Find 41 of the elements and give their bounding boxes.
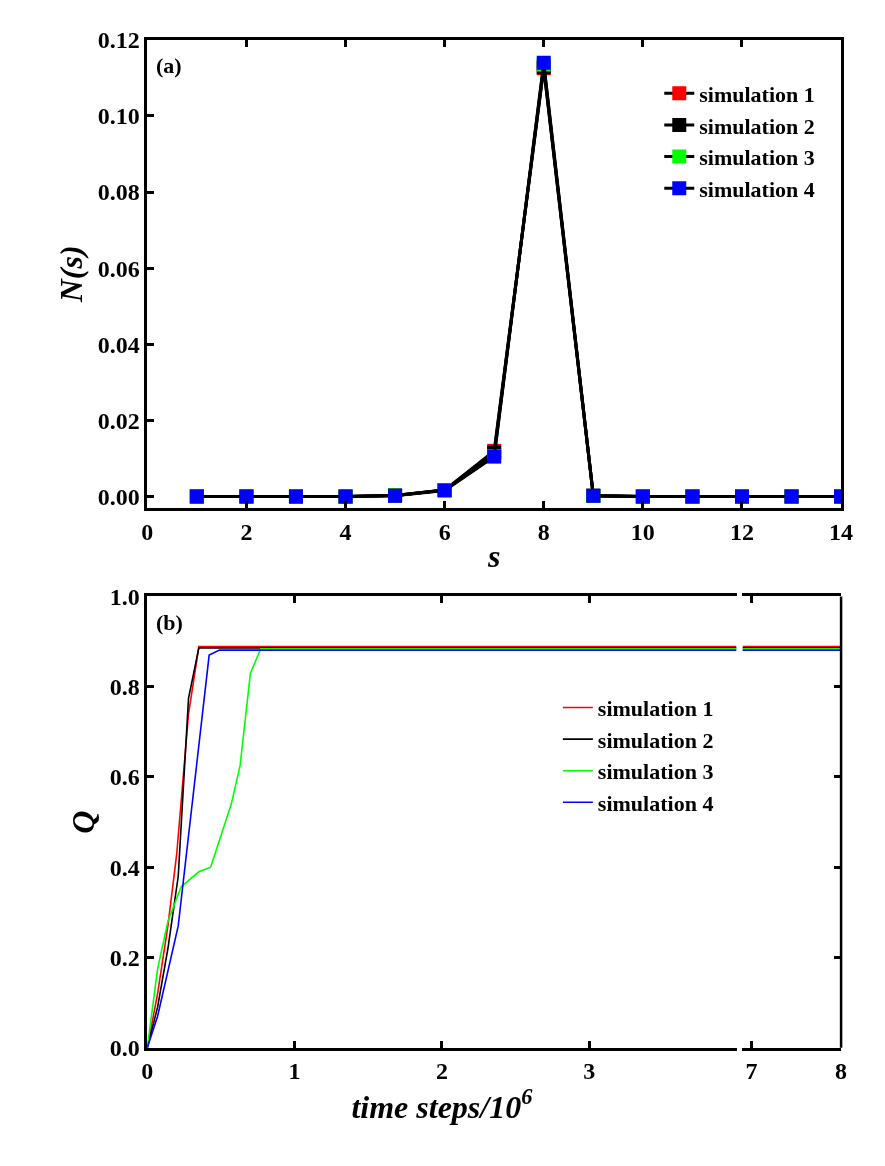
- x-tick-label: 0: [141, 1058, 154, 1085]
- annotation: (a): [156, 53, 182, 78]
- y-tick-label: 0.12: [97, 27, 140, 54]
- x-tick-label: 6: [438, 518, 451, 545]
- x-tick-label: 7: [745, 1058, 758, 1085]
- y-tick-label: 0.08: [97, 179, 140, 206]
- legend-label: simulation 2: [597, 727, 714, 753]
- legend-label: simulation 3: [699, 145, 815, 171]
- legend-label: simulation 1: [699, 81, 815, 107]
- x-tick-label: 8: [835, 1058, 848, 1085]
- legend-label: simulation 4: [597, 790, 714, 816]
- y-tick-label: 1.0: [109, 583, 140, 610]
- x-tick-label: 3: [583, 1058, 596, 1085]
- y-axis-title: N(s): [53, 245, 90, 304]
- y-tick-label: 0.0: [109, 1035, 140, 1062]
- x-tick-label: 12: [729, 518, 754, 545]
- x-tick-label: 8: [537, 518, 550, 545]
- x-axis-title: time steps/10$^{6}$: [351, 1084, 534, 1125]
- x-tick-label: 4: [339, 518, 352, 545]
- y-tick-label: 0.00: [97, 483, 140, 510]
- x-tick-label: 10: [630, 518, 655, 545]
- y-tick-label: 0.10: [97, 103, 140, 130]
- legend-label: simulation 2: [699, 113, 815, 139]
- y-tick-label: 0.04: [97, 331, 140, 358]
- y-tick-label: 0.06: [97, 255, 140, 282]
- legend-label: simulation 1: [597, 696, 714, 722]
- x-tick-label: 0: [141, 518, 154, 545]
- x-axis-title: s: [486, 538, 501, 575]
- y-tick-label: 0.2: [109, 944, 140, 971]
- y-axis-title: Q: [65, 810, 102, 834]
- legend-label: simulation 4: [699, 176, 815, 202]
- x-tick-label: 14: [829, 518, 854, 545]
- annotation: (b): [156, 610, 183, 635]
- x-tick-label: 2: [240, 518, 253, 545]
- y-tick-label: 0.6: [109, 764, 140, 791]
- y-tick-label: 0.4: [109, 854, 140, 881]
- y-tick-label: 0.8: [109, 674, 140, 701]
- x-tick-label: 1: [288, 1058, 301, 1085]
- x-tick-label: 2: [435, 1058, 448, 1085]
- y-tick-label: 0.02: [97, 407, 140, 434]
- legend-label: simulation 3: [597, 759, 714, 785]
